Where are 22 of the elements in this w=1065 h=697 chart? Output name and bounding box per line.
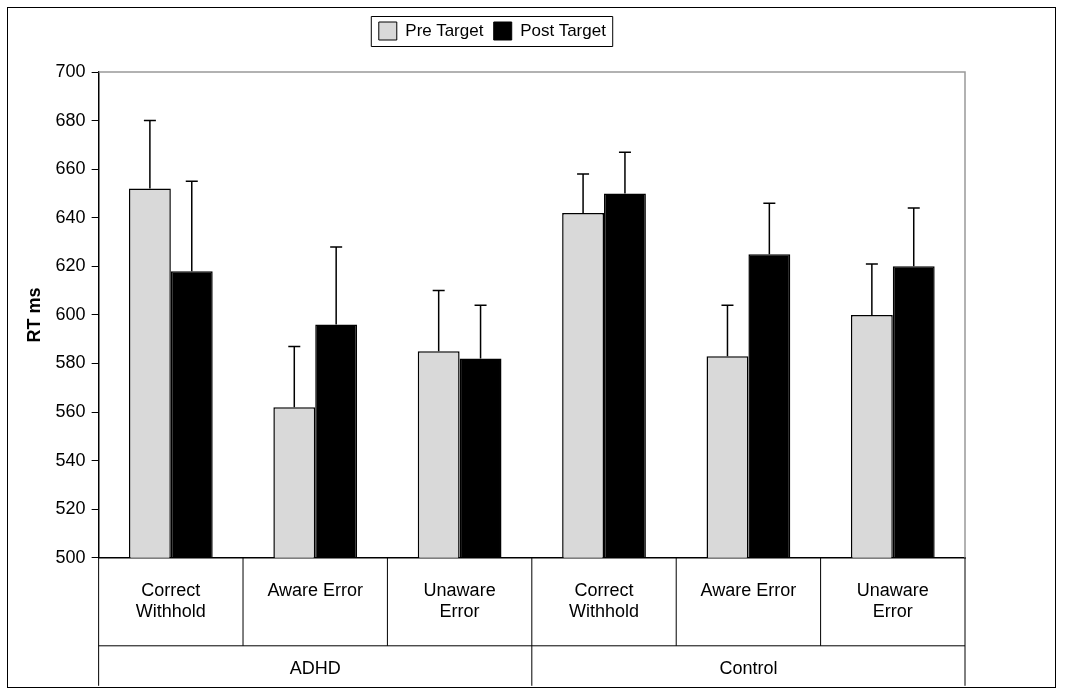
y-tick-label: 680: [55, 109, 86, 130]
y-tick-label: 540: [55, 449, 86, 470]
y-tick-label: 600: [55, 303, 86, 324]
y-tick-label: 660: [55, 158, 86, 179]
y-tick-label: 520: [55, 498, 86, 519]
x-tick-label: Correct Withhold: [569, 579, 640, 622]
y-tick-label: 580: [55, 352, 86, 373]
y-tick-label: 640: [55, 206, 86, 227]
x-tick-label: Aware Error: [267, 579, 364, 600]
y-tick-label: 620: [55, 255, 86, 276]
x-tick-label: Aware Error: [700, 579, 797, 600]
legend-label: Post Target: [520, 20, 607, 40]
y-tick-label: 560: [55, 401, 86, 422]
x-tick-label: Unaware Error: [856, 579, 929, 622]
text: Control: [719, 657, 778, 678]
x-tick-label: Correct Withhold: [135, 579, 206, 622]
text: ADHD: [289, 657, 341, 678]
y-tick-label: 500: [55, 546, 86, 567]
y-axis-title: RT ms: [23, 287, 44, 343]
y-tick-label: 700: [55, 60, 86, 81]
x-tick-label: Unaware Error: [423, 579, 496, 622]
legend-label: Pre Target: [405, 20, 484, 40]
